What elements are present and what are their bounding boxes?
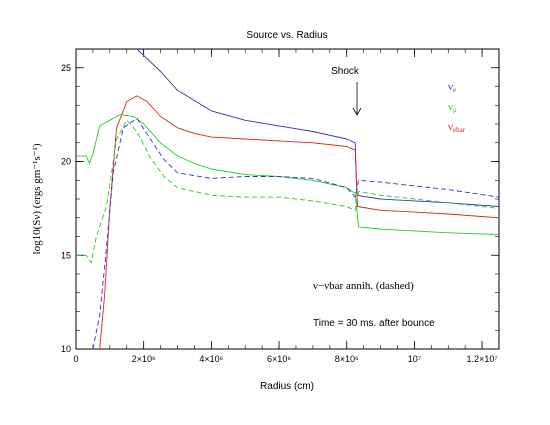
axis-ticks — [75, 48, 500, 350]
x-tick-label: 2×10⁶ — [132, 354, 156, 364]
chart-title: Source vs. Radius — [246, 30, 327, 41]
x-tick-label: 8×10⁶ — [335, 354, 359, 364]
x-tick-label: 0 — [73, 354, 78, 364]
series-line-3 — [92, 117, 499, 349]
series-line-2 — [76, 114, 499, 236]
x-tick-label: 6×10⁶ — [267, 354, 291, 364]
shock-label: Shock — [331, 66, 360, 77]
y-tick-label: 10 — [61, 344, 71, 354]
legend-entry: νμ — [448, 101, 457, 114]
y-tick-labels: 10 15 20 25 — [61, 63, 71, 354]
series-lines — [76, 49, 499, 349]
y-tick-label: 15 — [61, 250, 71, 260]
legend-entry: νe — [448, 81, 456, 94]
x-axis-label: Radius (cm) — [260, 381, 314, 392]
annihilation-note: ν−νbar annih. (dashed) — [313, 280, 414, 292]
x-tick-label: 1.2×10⁷ — [467, 354, 498, 364]
x-tick-label: 10⁷ — [408, 354, 421, 364]
legend-entry: νebar — [448, 121, 466, 134]
series-line-0 — [136, 49, 499, 207]
legend: νe νμ νebar — [448, 81, 466, 134]
x-tick-labels: 0 2×10⁶ 4×10⁶ 6×10⁶ 8×10⁶ 10⁷ 1.2×10⁷ — [73, 354, 497, 364]
plot-frame — [75, 48, 500, 350]
series-line-1 — [99, 95, 499, 349]
time-note: Time = 30 ms. after bounce — [313, 318, 435, 329]
y-tick-label: 25 — [61, 63, 71, 73]
x-tick-label: 4×10⁶ — [199, 354, 223, 364]
y-tick-label: 20 — [61, 157, 71, 167]
y-axis-label: log10(Sν) (ergs gm⁻¹s⁻¹) — [31, 143, 43, 254]
shock-arrow — [352, 82, 362, 116]
